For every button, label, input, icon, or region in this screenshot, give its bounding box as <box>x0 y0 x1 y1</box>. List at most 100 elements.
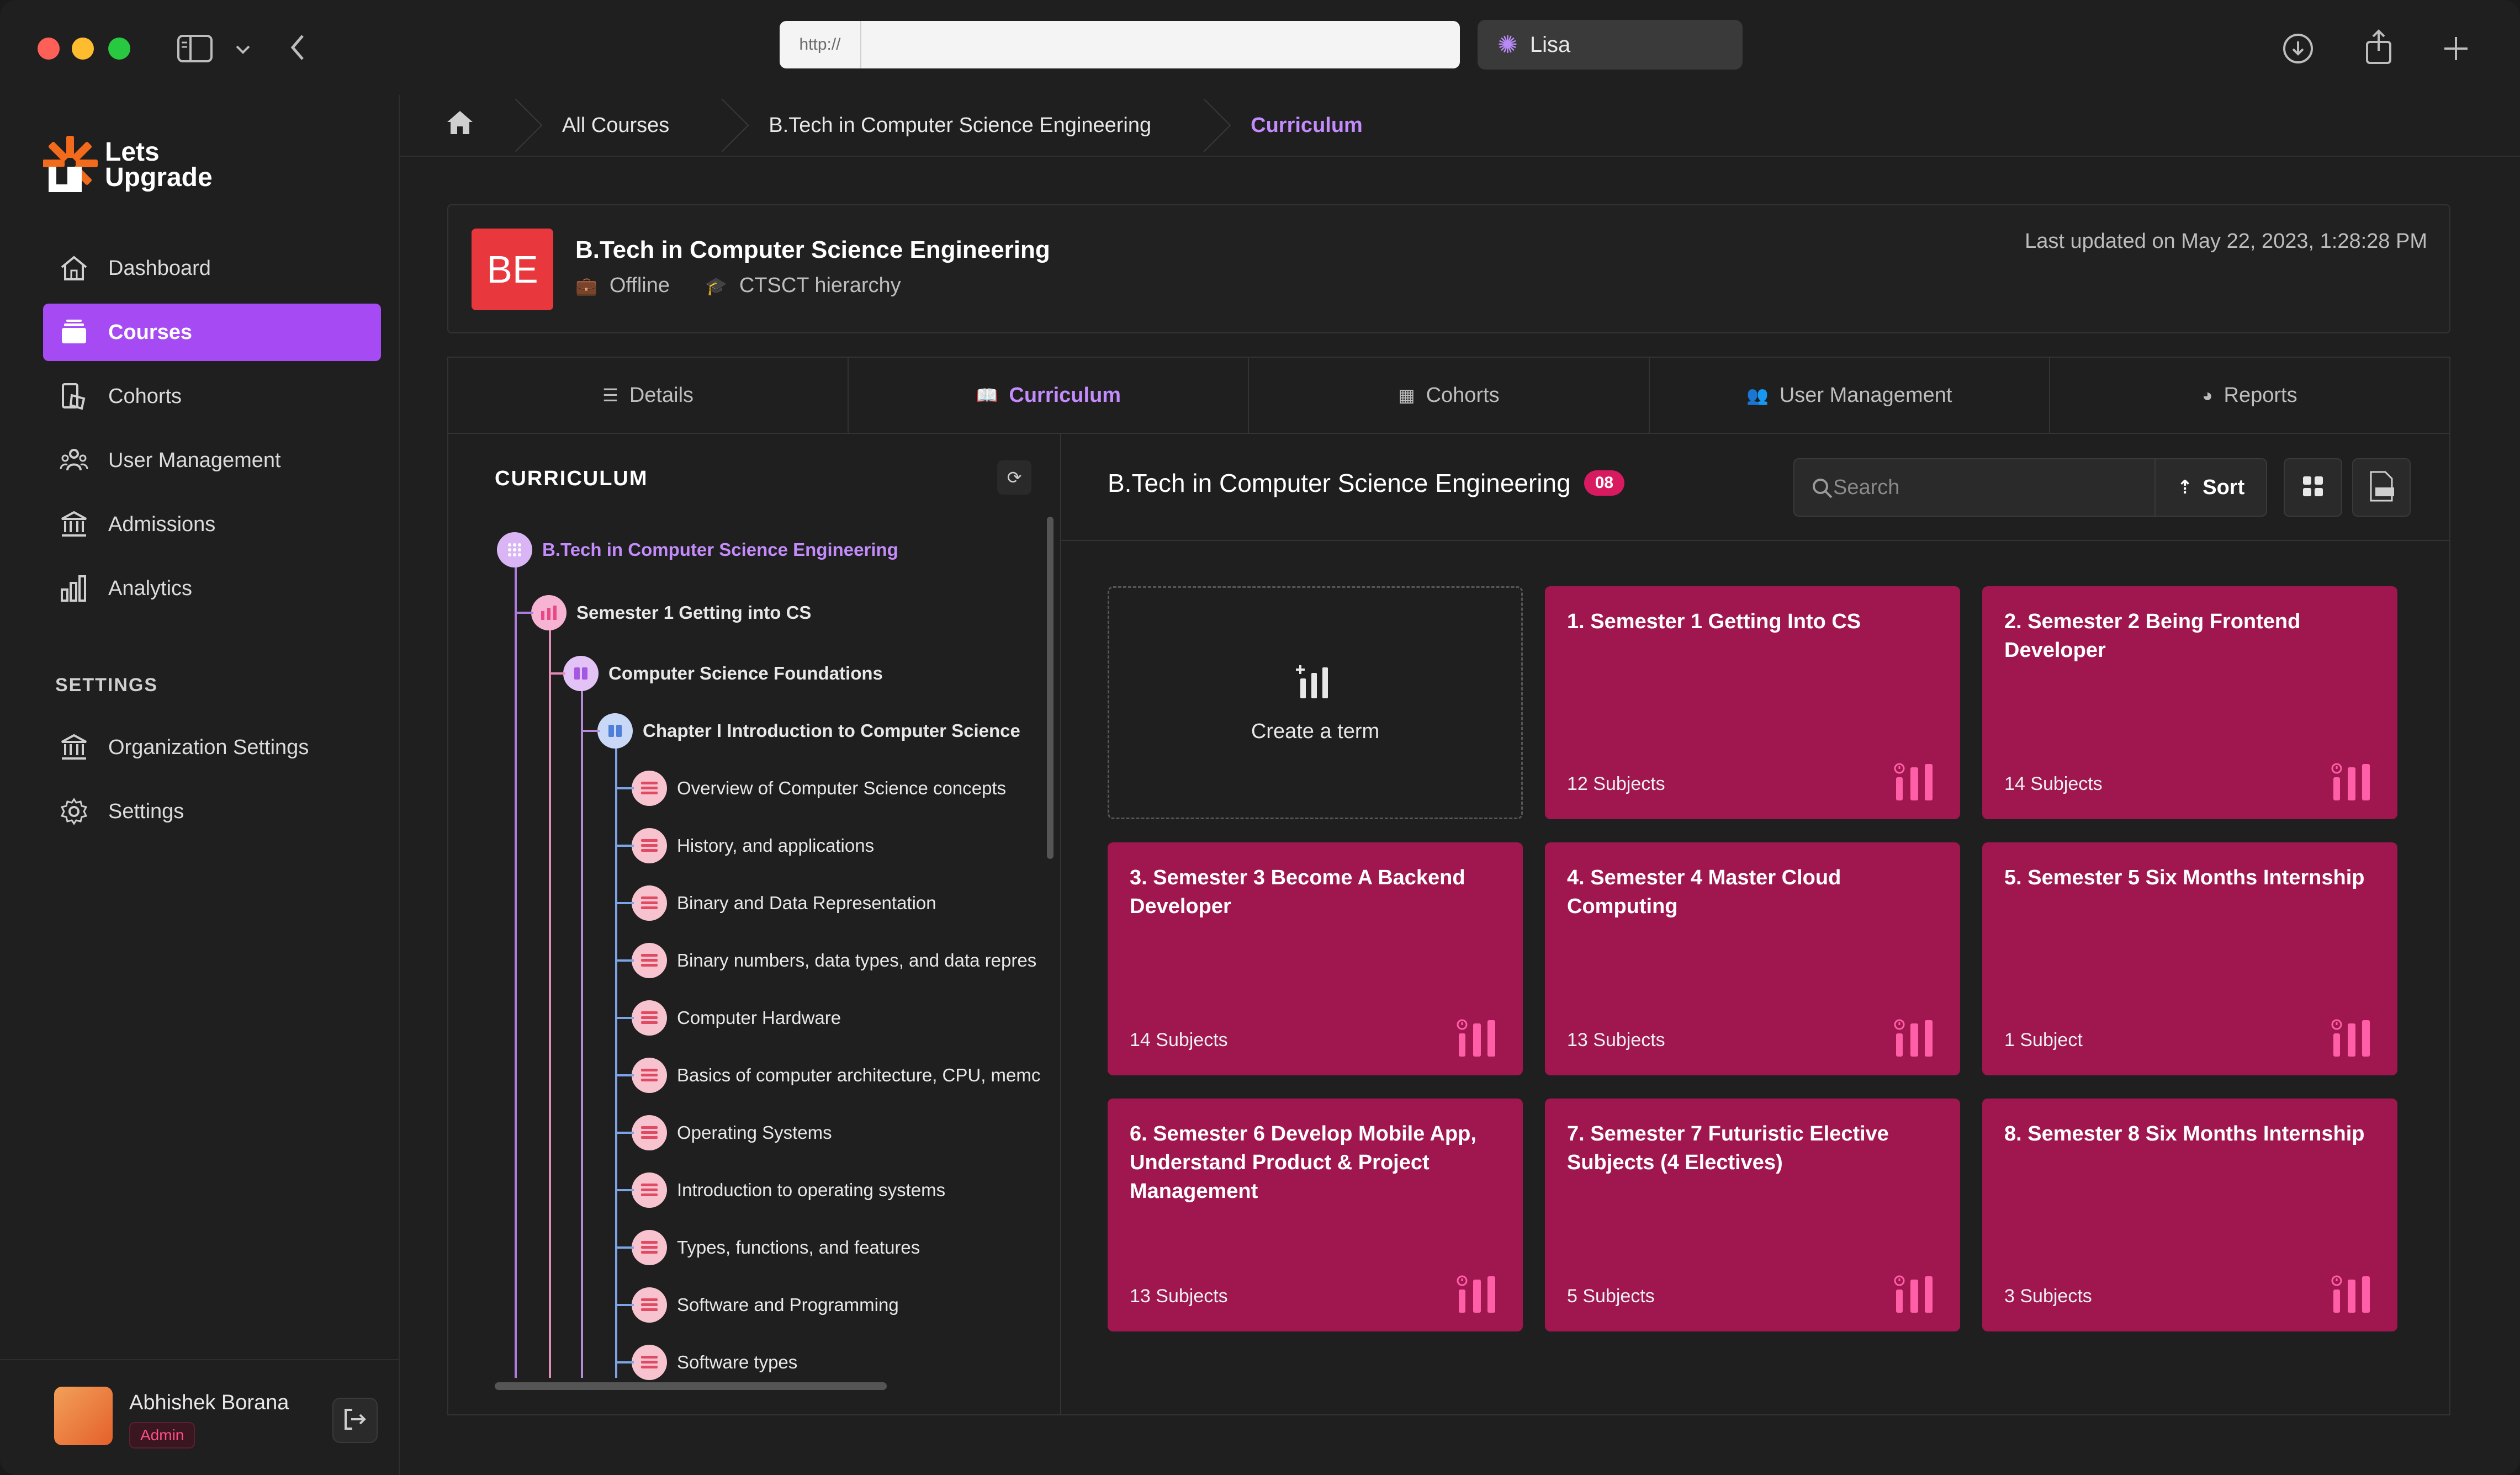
sidebar: Lets Upgrade Dashboard Courses Cohorts U… <box>0 95 400 1475</box>
tree-connector <box>615 787 634 789</box>
refresh-button[interactable]: ⟳ <box>997 460 1031 495</box>
tree-node[interactable]: Binary numbers, data types, and data rep… <box>632 943 1036 978</box>
tree-node[interactable]: Introduction to operating systems <box>632 1172 945 1208</box>
sidebar-toggle-icon[interactable] <box>176 32 214 65</box>
new-tab-icon[interactable] <box>2439 32 2473 65</box>
tab-user-management[interactable]: 👥 User Management <box>1650 358 2050 433</box>
close-window-button[interactable] <box>38 38 60 60</box>
sidebar-item-user-management[interactable]: User Management <box>43 432 381 489</box>
logo-burst-icon <box>43 135 98 195</box>
term-title: 4. Semester 4 Master Cloud Computing <box>1567 866 1841 918</box>
term-card[interactable]: 5. Semester 5 Six Months Internship 1 Sub… <box>1982 842 2397 1075</box>
topic-icon <box>632 771 667 806</box>
tab-label: Details <box>629 383 694 407</box>
term-card[interactable]: 2. Semester 2 Being Frontend Developer 14… <box>1982 586 2397 819</box>
terms-area: B.Tech in Computer Science Engineering 0… <box>1061 434 2449 1414</box>
address-bar[interactable]: http:// <box>780 21 1460 68</box>
maximize-window-button[interactable] <box>108 38 130 60</box>
tab-label: Reports <box>2223 383 2297 407</box>
term-card[interactable]: 8. Semester 8 Six Months Internship 3 Sub… <box>1982 1099 2397 1331</box>
url-prefix: http:// <box>780 21 861 68</box>
profile-tab[interactable]: ✺ Lisa <box>1478 20 1743 70</box>
term-card[interactable]: 3. Semester 3 Become A Backend Developer… <box>1108 842 1523 1075</box>
tree-node[interactable]: Overview of Computer Science concepts <box>632 771 1006 806</box>
topic-icon <box>632 1230 667 1265</box>
breadcrumb-home[interactable] <box>400 94 501 156</box>
term-card[interactable]: 1. Semester 1 Getting Into CS 12 Subjects <box>1545 586 1960 819</box>
tree-connector <box>581 730 600 732</box>
minimize-window-button[interactable] <box>72 38 94 60</box>
sidebar-item-settings[interactable]: Settings <box>43 783 381 840</box>
tree-node[interactable]: Computer Science Foundations <box>563 656 883 691</box>
sidebar-item-label: Cohorts <box>108 384 182 408</box>
search-input[interactable]: Search <box>1793 458 2156 517</box>
tree-node-label: Overview of Computer Science concepts <box>677 778 1007 798</box>
tree-connector <box>615 1246 634 1249</box>
sidebar-item-analytics[interactable]: Analytics <box>43 560 381 617</box>
term-card[interactable]: 6. Semester 6 Develop Mobile App, Unders… <box>1108 1099 1523 1331</box>
terms-title: B.Tech in Computer Science Engineering 0… <box>1108 468 1625 498</box>
tree-connector <box>615 1304 634 1306</box>
tree-node[interactable]: Operating Systems <box>632 1115 832 1150</box>
tab-curriculum[interactable]: 📖 Curriculum <box>849 358 1250 433</box>
sidebar-item-courses[interactable]: Courses <box>43 304 381 361</box>
tree-node[interactable]: Software types <box>632 1345 797 1380</box>
term-card[interactable]: 7. Semester 7 Futuristic Elective Subjec… <box>1545 1099 1960 1331</box>
tree-vertical-scrollbar[interactable] <box>1047 517 1053 859</box>
breadcrumb-all-courses[interactable]: All Courses <box>562 113 670 137</box>
sort-button[interactable]: ⇡ Sort <box>2156 458 2267 517</box>
logout-button[interactable] <box>332 1398 378 1443</box>
term-title: 2. Semester 2 Being Frontend Developer <box>2004 610 2301 662</box>
tab-details[interactable]: ☰ Details <box>448 358 849 433</box>
sidebar-item-organization-settings[interactable]: Organization Settings <box>43 719 381 776</box>
sidebar-item-label: User Management <box>108 448 281 472</box>
term-card[interactable]: 4. Semester 4 Master Cloud Computing 13 S… <box>1545 842 1960 1075</box>
tree-node-label: Software and Programming <box>677 1294 899 1315</box>
term-subject-count: 3 Subjects <box>2004 1286 2092 1307</box>
brand-logo[interactable]: Lets Upgrade <box>43 135 213 195</box>
sidebar-item-label: Settings <box>108 799 184 823</box>
node-icon <box>531 595 567 630</box>
tab-label: User Management <box>1779 383 1952 407</box>
term-subject-count: 5 Subjects <box>1567 1286 1655 1307</box>
back-icon[interactable] <box>284 31 311 64</box>
course-mode: 💼 Offline <box>575 274 670 298</box>
tree-node[interactable]: Binary and Data Representation <box>632 885 936 921</box>
share-icon[interactable] <box>2361 28 2396 66</box>
create-term-card[interactable]: Create a term <box>1108 586 1523 819</box>
tree-node[interactable]: Computer Hardware <box>632 1000 841 1036</box>
grid-view-button[interactable] <box>2284 458 2342 517</box>
sidebar-item-dashboard[interactable]: Dashboard <box>43 240 381 297</box>
breadcrumb-curriculum[interactable]: Curriculum <box>1251 113 1363 137</box>
sidebar-item-admissions[interactable]: Admissions <box>43 496 381 553</box>
tree-node[interactable]: B.Tech in Computer Science Engineering <box>497 532 898 567</box>
export-csv-button[interactable] <box>2352 458 2411 517</box>
tree-node[interactable]: Types, functions, and features <box>632 1230 920 1265</box>
breadcrumb-course[interactable]: B.Tech in Computer Science Engineering <box>769 113 1152 137</box>
tree-node-label: Semester 1 Getting into CS <box>576 602 812 623</box>
course-initials-badge: BE <box>472 229 553 310</box>
tree-connector <box>615 1017 634 1019</box>
settings-heading: SETTINGS <box>55 675 158 696</box>
tree-node[interactable]: Software and Programming <box>632 1287 899 1323</box>
tab-cohorts[interactable]: ▦ Cohorts <box>1249 358 1650 433</box>
sidebar-item-cohorts[interactable]: Cohorts <box>43 368 381 425</box>
cohorts-icon <box>57 380 91 413</box>
chevron-down-icon[interactable] <box>232 39 254 61</box>
brand-name: Lets Upgrade <box>105 139 213 191</box>
terms-header: B.Tech in Computer Science Engineering 0… <box>1061 434 2449 541</box>
topic-icon <box>632 885 667 921</box>
avatar[interactable] <box>54 1387 113 1445</box>
tree-line <box>615 732 617 1378</box>
node-icon <box>597 713 633 749</box>
tree-node[interactable]: History, and applications <box>632 828 874 863</box>
tab-reports[interactable]: ◕ Reports <box>2050 358 2449 433</box>
term-bars-icon <box>1894 762 1939 802</box>
tree-node[interactable]: Chapter I Introduction to Computer Scien… <box>597 713 1020 749</box>
tree-node[interactable]: Basics of computer architecture, CPU, me… <box>632 1058 1040 1093</box>
tree-horizontal-scrollbar[interactable] <box>495 1382 887 1390</box>
download-icon[interactable] <box>2280 31 2316 66</box>
tree-node[interactable]: Semester 1 Getting into CS <box>531 595 811 630</box>
users-icon <box>57 444 91 477</box>
